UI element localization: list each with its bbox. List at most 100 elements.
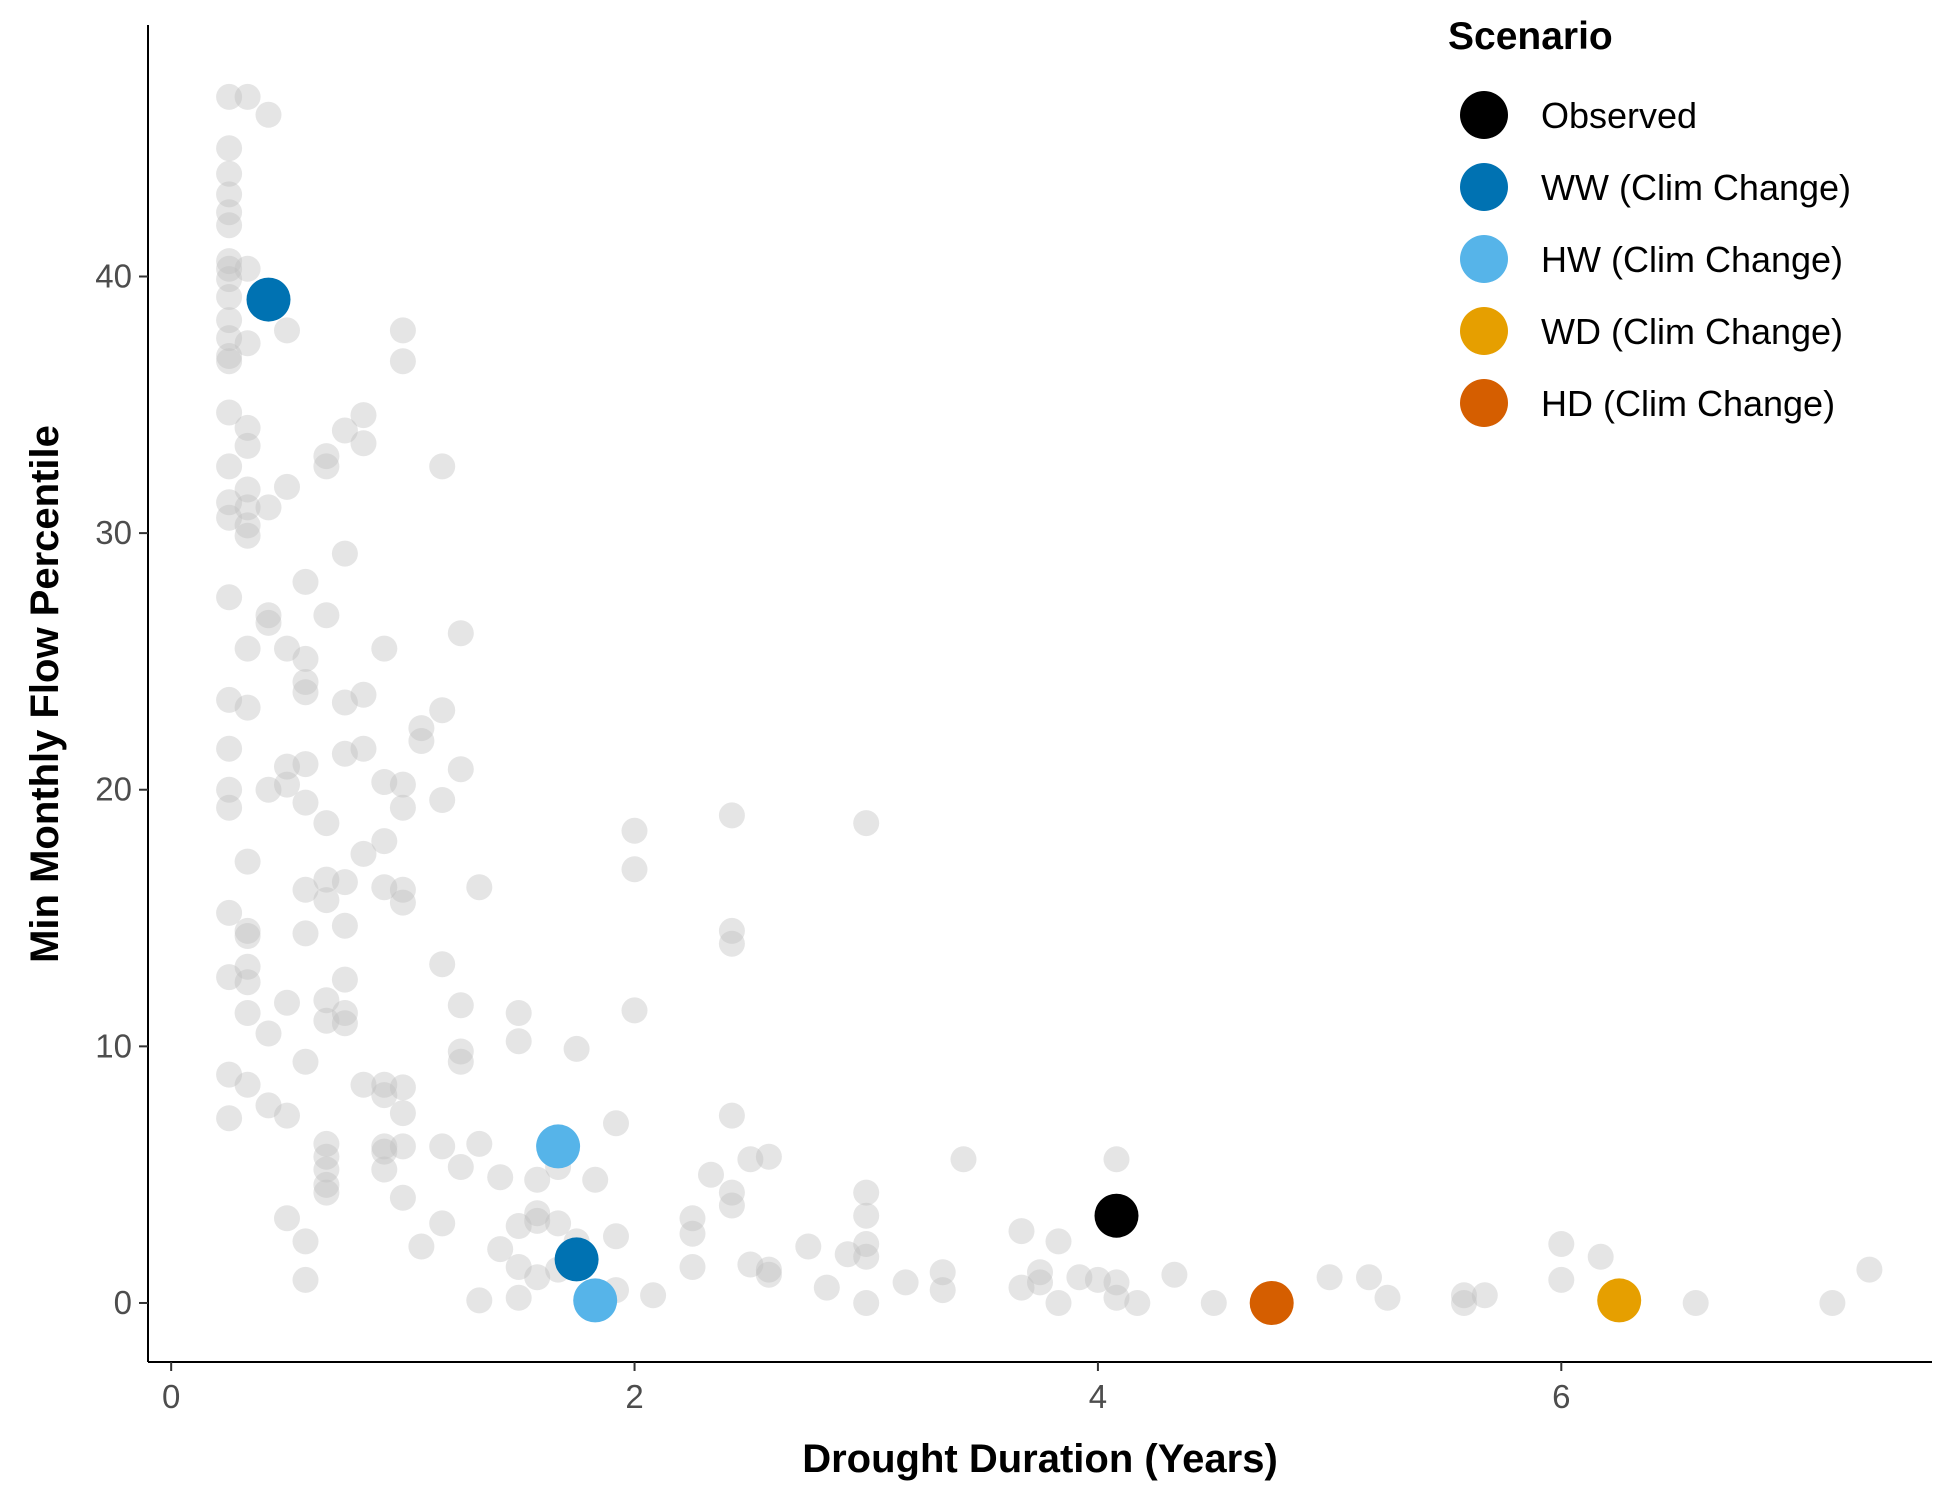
background-point: [234, 476, 261, 503]
legend-entries: Observed WW (Clim Change) HW (Clim Change)…: [1460, 91, 1851, 427]
background-point: [371, 1156, 398, 1183]
background-point: [408, 715, 435, 742]
background-point: [679, 1205, 706, 1232]
background-point: [313, 987, 340, 1014]
background-point: [1103, 1284, 1130, 1311]
background-point: [216, 776, 243, 803]
background-point: [371, 1133, 398, 1160]
background-point: [853, 1243, 880, 1270]
background-point: [408, 1233, 435, 1260]
background-point: [1856, 1256, 1883, 1283]
background-point: [371, 874, 398, 901]
background-point: [679, 1220, 706, 1247]
background-point: [603, 1110, 629, 1137]
background-point: [505, 1254, 532, 1280]
background-point: [234, 917, 261, 944]
background-point: [234, 522, 261, 549]
scenario-point: [246, 277, 291, 322]
background-point: [429, 1210, 456, 1237]
legend-swatch: [1460, 91, 1508, 139]
background-point: [1548, 1231, 1575, 1257]
background-point: [234, 432, 261, 459]
background-point: [1008, 1218, 1035, 1245]
background-point: [1027, 1259, 1053, 1286]
background-point: [371, 828, 398, 855]
background-point: [1471, 1282, 1498, 1309]
background-point: [292, 679, 319, 706]
background-point: [216, 964, 243, 991]
background-point: [1316, 1264, 1343, 1291]
background-point: [1161, 1261, 1188, 1288]
background-point: [331, 1010, 358, 1037]
x-axis-ticks: 0 2 4 6: [162, 1362, 1570, 1415]
background-point: [1045, 1290, 1072, 1316]
background-point: [234, 414, 261, 441]
scenario-point: [1249, 1281, 1294, 1325]
background-point: [274, 635, 300, 662]
background-point: [274, 473, 300, 500]
background-point: [216, 794, 243, 821]
background-point: [313, 810, 340, 837]
background-point: [331, 689, 358, 716]
background-point: [447, 756, 474, 783]
y-tick-label: 30: [95, 514, 132, 551]
background-point: [447, 992, 474, 1019]
background-point: [737, 1146, 764, 1173]
background-point: [447, 620, 474, 647]
background-point: [216, 248, 243, 275]
background-point: [255, 602, 282, 629]
background-point: [755, 1256, 782, 1283]
background-point: [524, 1264, 551, 1291]
background-point: [371, 635, 398, 662]
background-point: [429, 787, 456, 813]
background-point: [331, 966, 358, 993]
background-point: [234, 83, 261, 110]
background-point: [216, 135, 243, 162]
x-tick-label: 6: [1552, 1378, 1570, 1415]
background-point: [929, 1277, 956, 1304]
background-point: [371, 769, 398, 795]
background-point: [1084, 1266, 1111, 1293]
background-point: [292, 751, 319, 778]
background-point: [1356, 1264, 1382, 1291]
background-point: [216, 212, 243, 239]
background-point: [737, 1251, 764, 1278]
background-point: [292, 789, 319, 816]
x-tick-label: 4: [1089, 1378, 1107, 1415]
background-point: [216, 686, 243, 713]
background-point: [1045, 1228, 1072, 1255]
background-point: [234, 512, 261, 539]
series-points-layer: [246, 277, 1642, 1325]
background-point: [216, 307, 243, 334]
background-point: [216, 348, 243, 375]
background-point: [389, 348, 416, 375]
background-point: [1451, 1290, 1477, 1316]
background-point: [274, 317, 300, 344]
background-point: [621, 856, 648, 883]
background-point: [813, 1274, 840, 1301]
background-point: [389, 1184, 416, 1211]
background-point: [255, 101, 282, 128]
background-point: [216, 899, 243, 926]
background-point: [350, 402, 377, 429]
background-point: [274, 753, 300, 780]
background-point: [234, 953, 261, 980]
background-point: [292, 876, 319, 903]
background-point: [216, 284, 243, 310]
background-point: [487, 1236, 514, 1263]
background-point: [1374, 1284, 1401, 1311]
x-tick-label: 0: [162, 1378, 180, 1415]
background-point: [755, 1261, 782, 1288]
background-point: [216, 181, 243, 208]
background-point: [313, 887, 340, 914]
background-point: [524, 1200, 551, 1227]
background-point: [216, 255, 243, 282]
background-point: [950, 1146, 977, 1173]
background-point: [929, 1259, 956, 1286]
background-point: [313, 1143, 340, 1170]
background-point: [313, 1171, 340, 1198]
background-point: [292, 669, 319, 695]
background-point: [274, 989, 300, 1016]
background-point: [466, 1287, 493, 1314]
background-point: [234, 255, 261, 282]
